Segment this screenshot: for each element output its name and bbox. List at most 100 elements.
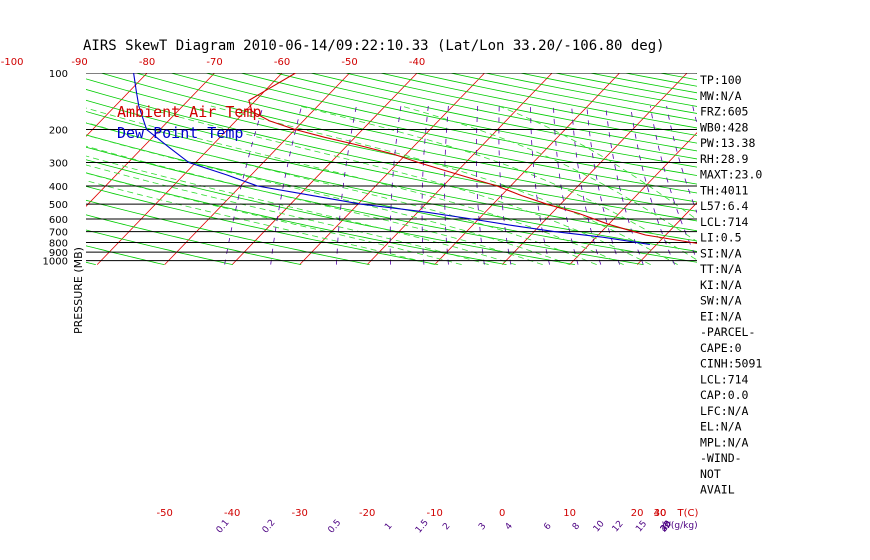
- chart-title: AIRS SkewT Diagram 2010-06-14/09:22:10.3…: [83, 38, 665, 54]
- isotherm: [0, 73, 12, 265]
- profiles: [133, 73, 697, 246]
- mixing-ratio-tick-label: 0.2: [261, 518, 278, 535]
- top-temp-tick-label: -100: [1, 57, 24, 68]
- isobars: [86, 73, 697, 262]
- mixing-ratio-tick-label: 8: [571, 521, 583, 532]
- bottom-temp-tick-label: 0: [499, 508, 505, 519]
- pressure-tick-label: 200: [49, 125, 68, 136]
- mixing-ratio-tick-label: 15: [634, 519, 649, 534]
- stat-item: NOT: [700, 467, 721, 481]
- stat-item: LCL:714: [700, 372, 749, 386]
- bottom-temp-tick-label: 40: [654, 508, 667, 519]
- pressure-tick-label: 900: [49, 248, 68, 259]
- legend-temp: Ambient Air Temp: [117, 103, 262, 121]
- dry-adiabat: [135, 73, 697, 194]
- dry-adiabat: [86, 229, 233, 265]
- temperature-profile: [248, 73, 697, 244]
- stat-item: SW:N/A: [700, 294, 742, 308]
- mixing-ratio-tick-label: 4: [504, 521, 516, 532]
- pressure-tick-label: 700: [49, 228, 68, 239]
- stat-item: -PARCEL-: [700, 325, 755, 339]
- dewpoint-profile: [133, 73, 650, 246]
- isotherm: [299, 73, 485, 265]
- isotherm: [840, 73, 870, 265]
- y-axis-label: PRESSURE (MB): [72, 247, 85, 334]
- mixing-ratio-tick-label: 3: [477, 521, 488, 532]
- mixing-ratio-axis-label: W(g/kg): [662, 521, 698, 531]
- dry-adiabat: [86, 122, 697, 252]
- isotherm: [96, 73, 283, 265]
- pressure-tick-label: 300: [49, 159, 68, 170]
- stat-item: EL:N/A: [700, 420, 742, 434]
- pressure-tick-label: 600: [49, 215, 68, 226]
- dry-adiabat: [86, 111, 697, 242]
- stat-item: LFC:N/A: [700, 404, 749, 418]
- pressure-tick-label: 800: [49, 238, 68, 249]
- dry-adiabat: [380, 73, 697, 136]
- isotherm: [772, 73, 870, 265]
- stat-item: RH:28.9: [700, 152, 749, 166]
- pressure-tick-label: 1000: [43, 257, 68, 268]
- plot-grid: [0, 73, 870, 265]
- dry-adiabat: [310, 73, 697, 152]
- top-temp-tick-label: -90: [71, 57, 87, 68]
- bottom-temp-tick-label: 30: [654, 508, 667, 519]
- dry-adiabat: [240, 73, 697, 168]
- dry-adiabat: [86, 261, 96, 265]
- stat-item: KI:N/A: [700, 278, 742, 292]
- top-temp-tick-label: -70: [206, 57, 222, 68]
- isotherm: [86, 73, 148, 137]
- dry-adiabat: [86, 245, 165, 265]
- mixing-ratio-tick-label: 1: [383, 521, 394, 532]
- stat-item: -WIND-: [700, 451, 742, 465]
- bottom-temp-tick-label: -40: [224, 508, 240, 519]
- bottom-temp-tick-label: -30: [291, 508, 307, 519]
- dry-adiabat: [660, 73, 697, 81]
- isotherm: [366, 73, 553, 265]
- legend: Ambient Air Temp Dew Point Temp: [117, 103, 262, 142]
- top-temp-axis: -120-110-100-90-80-70-60-50-40: [1, 57, 426, 68]
- isotherm: [636, 202, 697, 265]
- dry-adiabat: [86, 99, 697, 232]
- stat-item: TT:N/A: [700, 262, 742, 276]
- dry-adiabat: [86, 159, 576, 265]
- stat-item: WB0:428: [700, 120, 749, 134]
- pressure-tick-label: 100: [49, 69, 68, 80]
- stat-item: TP:100: [700, 73, 742, 87]
- dry-adiabat: [275, 73, 697, 160]
- dry-adiabat: [86, 172, 507, 265]
- stat-item: MPL:N/A: [700, 435, 749, 449]
- isotherm: [164, 73, 350, 265]
- mixing-ratio-tick-label: 1.5: [414, 518, 431, 535]
- dry-adiabat: [0, 73, 27, 265]
- mixing-ratio-tick-label: 12: [611, 519, 626, 534]
- dry-adiabat: [86, 214, 302, 265]
- dry-adiabat: [170, 73, 697, 185]
- dry-adiabat: [86, 89, 697, 222]
- stat-item: PW:13.38: [700, 136, 755, 150]
- stat-item: FRZ:605: [700, 105, 748, 119]
- dry-adiabat: [86, 146, 644, 265]
- mixing-ratio-tick-label: 0.5: [327, 518, 344, 535]
- isotherm: [231, 73, 418, 265]
- dry-adiabat: [205, 73, 697, 176]
- pressure-tick-label: 400: [49, 182, 68, 193]
- pressure-tick-label: 500: [49, 200, 68, 211]
- bottom-temp-tick-label: 20: [631, 508, 644, 519]
- stat-item: MW:N/A: [700, 89, 742, 103]
- stat-item: EI:N/A: [700, 309, 742, 323]
- bottom-temp-tick-label: 10: [563, 508, 576, 519]
- stat-item: TH:4011: [700, 183, 749, 197]
- stat-item: MAXT:23.0: [700, 168, 762, 182]
- dry-adiabat: [86, 134, 697, 263]
- dry-adiabat: [86, 199, 370, 265]
- top-temp-tick-label: -60: [274, 57, 290, 68]
- dry-adiabat: [100, 73, 697, 203]
- dry-adiabat: [765, 73, 870, 265]
- mixing-ratio-tick-label: 0.1: [215, 518, 232, 535]
